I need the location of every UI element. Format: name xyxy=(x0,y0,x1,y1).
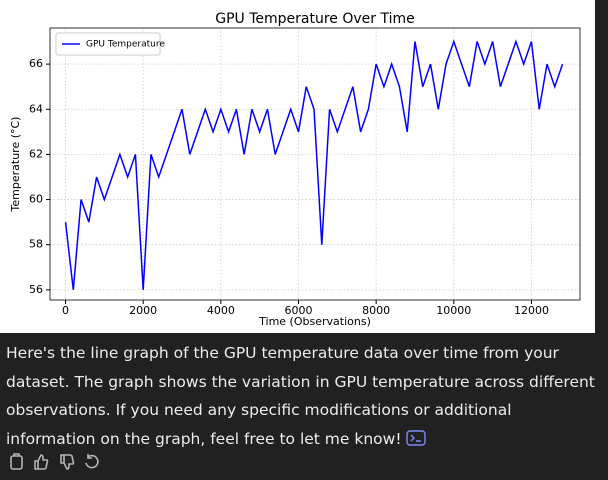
y-tick-label: 64 xyxy=(29,102,43,115)
y-tick-label: 58 xyxy=(29,238,43,251)
y-tick-label: 60 xyxy=(29,193,43,206)
x-tick-label: 4000 xyxy=(207,304,235,317)
copy-button[interactable] xyxy=(10,453,23,470)
code-link-icon[interactable] xyxy=(406,429,427,446)
legend: GPU Temperature xyxy=(55,32,165,56)
legend-label: GPU Temperature xyxy=(86,40,165,50)
x-tick-label: 2000 xyxy=(129,304,157,317)
y-axis-label: Temperature (°C) xyxy=(9,117,22,213)
x-tick-label: 10000 xyxy=(436,304,471,317)
action-icons xyxy=(10,453,99,470)
x-tick-label: 6000 xyxy=(284,304,312,317)
legend-box xyxy=(55,32,161,56)
x-tick-label: 8000 xyxy=(362,304,390,317)
regenerate-button[interactable] xyxy=(85,454,99,469)
thumbs-down-button[interactable] xyxy=(60,454,75,470)
x-tick-label: 0 xyxy=(62,304,69,317)
y-tick-label: 66 xyxy=(29,57,43,70)
x-axis-label: Time (Observations) xyxy=(258,315,371,328)
plot-frame xyxy=(49,27,581,301)
chart-title: GPU Temperature Over Time xyxy=(215,11,415,27)
y-tick-label: 56 xyxy=(29,283,43,296)
y-tick-label: 62 xyxy=(29,147,43,160)
message-text: Here's the line graph of the GPU tempera… xyxy=(6,344,595,448)
x-tick-label: 12000 xyxy=(514,304,549,317)
chart: GPU Temperature Over Time Time (Observat… xyxy=(0,0,595,333)
assistant-message: Here's the line graph of the GPU tempera… xyxy=(6,339,598,453)
thumbs-up-button[interactable] xyxy=(34,454,49,470)
data-line xyxy=(64,39,564,290)
action-bar xyxy=(8,452,118,476)
